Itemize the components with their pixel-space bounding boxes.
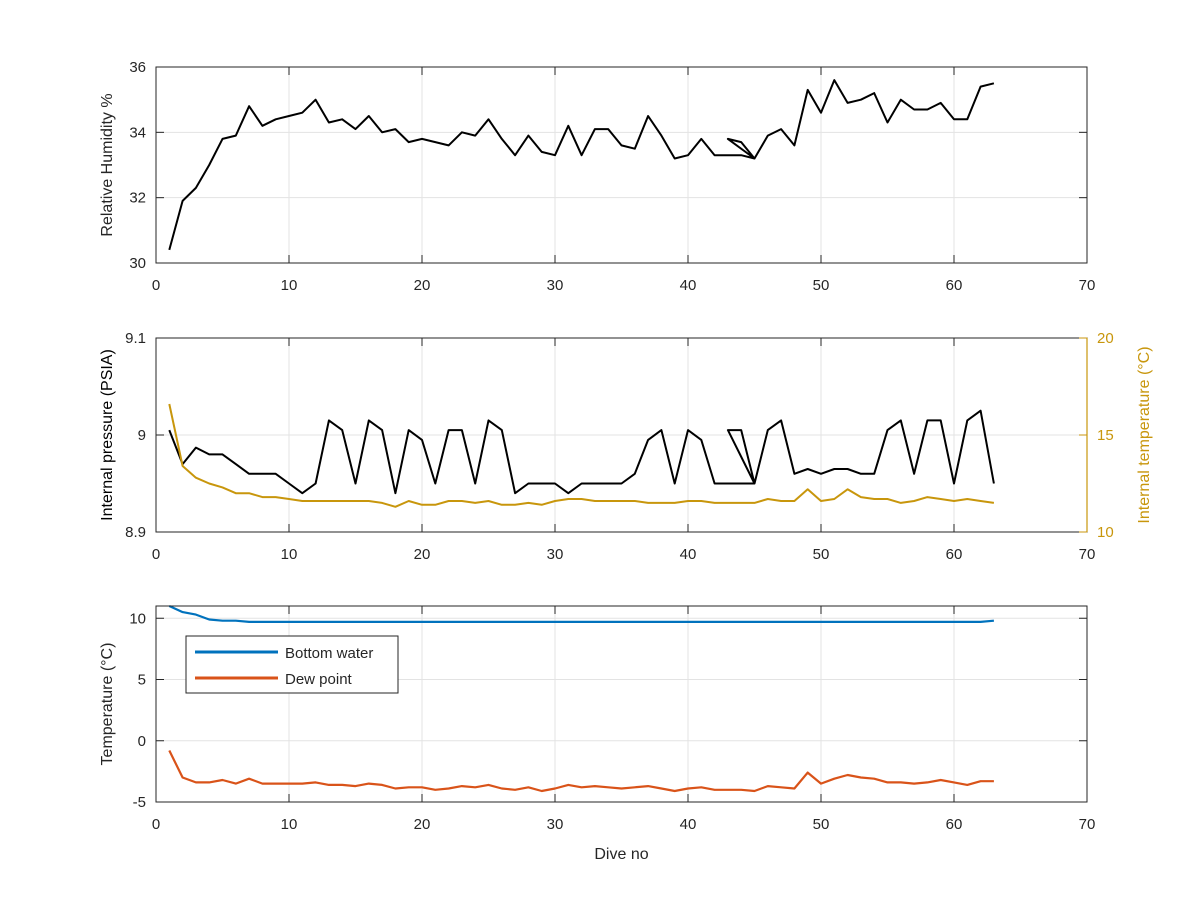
temperature-series <box>168 605 994 793</box>
x-tick-label: 50 <box>813 546 830 563</box>
pressure-ylabel: Internal pressure (PSIA) <box>99 349 116 521</box>
y-tick-label: 5 <box>138 672 146 689</box>
temperature-panel: 0 10 20 30 40 50 60 70 -5 0 5 10 Temperature (°C) D… <box>99 605 1095 863</box>
series-line-1-0 <box>168 409 995 495</box>
y-tick-label: 9 <box>138 427 146 444</box>
y-right-tick-label: 15 <box>1097 427 1114 444</box>
series-line-2-1 <box>168 750 994 793</box>
y-tick-label: 34 <box>129 124 146 141</box>
y-right-tick-label: 10 <box>1097 524 1114 541</box>
humidity-series <box>168 79 995 251</box>
legend-label-bottom-water: Bottom water <box>285 645 373 662</box>
x-tick-label: 70 <box>1079 277 1096 294</box>
temperature-xlabel: Dive no <box>594 846 648 863</box>
x-tick-label: 60 <box>946 546 963 563</box>
x-tick-label: 40 <box>680 277 697 294</box>
x-tick-label: 0 <box>152 816 160 833</box>
x-tick-label: 50 <box>813 277 830 294</box>
x-tick-label: 60 <box>946 816 963 833</box>
y-tick-label: -5 <box>133 794 146 811</box>
legend-box <box>185 635 399 694</box>
temperature-ylabel: Temperature (°C) <box>99 643 116 766</box>
temperature-ticks: 0 10 20 30 40 50 60 70 -5 0 5 10 <box>129 606 1095 833</box>
x-tick-label: 70 <box>1079 816 1096 833</box>
humidity-ylabel: Relative Humidity % <box>99 93 116 236</box>
x-tick-label: 50 <box>813 816 830 833</box>
y-right-tick-label: 20 <box>1097 330 1114 347</box>
y-tick-label: 30 <box>129 255 146 272</box>
pressure-panel: 0 10 20 30 40 50 60 70 8.9 9 9.1 10 15 20 Internal pr… <box>99 330 1153 563</box>
y-tick-label: 0 <box>138 733 146 750</box>
y-tick-label: 9.1 <box>125 330 146 347</box>
x-tick-label: 40 <box>680 546 697 563</box>
temperature-axes-frame <box>155 605 1088 803</box>
x-tick-label: 10 <box>281 277 298 294</box>
humidity-axes-frame <box>155 66 1088 264</box>
x-tick-label: 10 <box>281 546 298 563</box>
x-tick-label: 20 <box>414 546 431 563</box>
legend-label-dew-point: Dew point <box>285 671 353 688</box>
x-tick-label: 30 <box>547 816 564 833</box>
x-tick-label: 60 <box>946 277 963 294</box>
y-tick-label: 36 <box>129 59 146 76</box>
x-tick-label: 20 <box>414 816 431 833</box>
x-tick-label: 40 <box>680 816 697 833</box>
x-tick-label: 0 <box>152 277 160 294</box>
humidity-panel: 0 10 20 30 40 50 60 70 30 32 34 36 Relative Humidit… <box>99 59 1095 294</box>
internal-temperature-ylabel: Internal temperature (°C) <box>1136 346 1153 523</box>
series-line-1-1 <box>168 403 995 508</box>
temperature-legend: Bottom water Dew point <box>185 635 399 694</box>
x-tick-label: 0 <box>152 546 160 563</box>
pressure-ticks: 0 10 20 30 40 50 60 70 8.9 9 9.1 10 15 20 <box>125 330 1114 563</box>
y-tick-label: 10 <box>129 610 146 627</box>
series-line-0-0 <box>168 79 995 251</box>
x-tick-label: 70 <box>1079 546 1096 563</box>
humidity-ticks: 0 10 20 30 40 50 60 70 30 32 34 36 <box>129 59 1095 294</box>
y-tick-label: 32 <box>129 190 146 207</box>
x-tick-label: 30 <box>547 546 564 563</box>
x-tick-label: 10 <box>281 816 298 833</box>
x-tick-label: 30 <box>547 277 564 294</box>
series-line-2-0 <box>168 605 994 624</box>
x-tick-label: 20 <box>414 277 431 294</box>
pressure-series <box>168 403 995 508</box>
y-tick-label: 8.9 <box>125 524 146 541</box>
